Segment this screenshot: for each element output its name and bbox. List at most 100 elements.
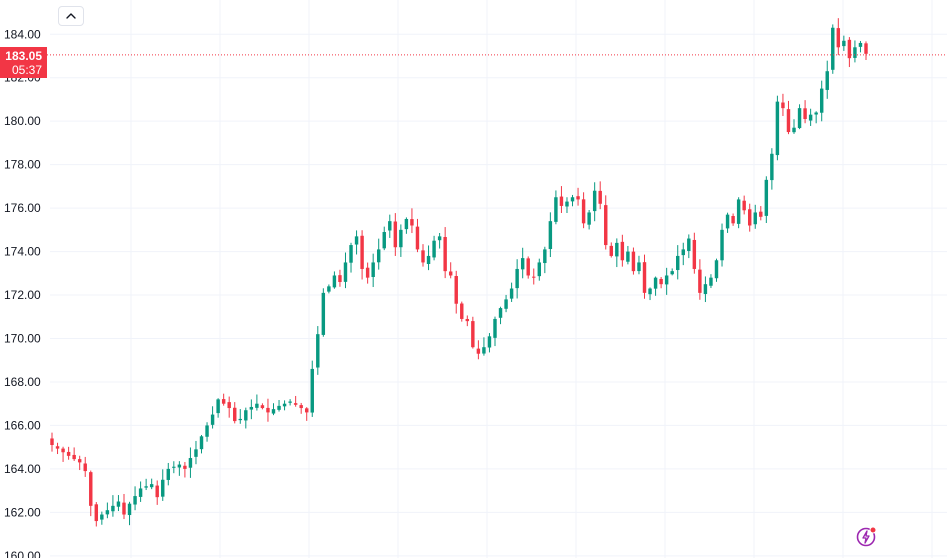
candle-body bbox=[526, 258, 530, 276]
candle-body bbox=[305, 408, 309, 413]
candle-body bbox=[404, 218, 409, 230]
candle-body bbox=[532, 276, 536, 278]
candle-body bbox=[476, 348, 481, 354]
lightning-icon[interactable] bbox=[856, 525, 878, 547]
candle-body bbox=[670, 271, 674, 275]
candle-body bbox=[343, 262, 348, 282]
candle-body bbox=[50, 438, 54, 445]
candle-body bbox=[277, 405, 281, 410]
candle-body bbox=[509, 288, 514, 299]
candle-body bbox=[847, 39, 852, 59]
candle-body bbox=[493, 318, 497, 338]
candle-body bbox=[836, 28, 841, 48]
candle-body bbox=[864, 43, 868, 54]
candle-body bbox=[615, 242, 619, 257]
candle-body bbox=[460, 303, 464, 319]
candle-body bbox=[731, 215, 735, 224]
candle-body bbox=[61, 448, 65, 453]
candle-body bbox=[687, 238, 691, 251]
candle-body bbox=[144, 486, 148, 488]
candle-body bbox=[138, 488, 143, 497]
candle-body bbox=[183, 465, 187, 469]
y-tick-label: 174.00 bbox=[4, 245, 41, 259]
bar-countdown: 05:37 bbox=[11, 63, 42, 77]
candle-body bbox=[504, 299, 508, 309]
candle-body bbox=[692, 239, 697, 269]
candle-body bbox=[797, 108, 802, 129]
candle-body bbox=[149, 484, 154, 488]
candle-body bbox=[94, 504, 99, 522]
candle-body bbox=[388, 221, 392, 231]
candle-body bbox=[426, 255, 431, 265]
candle-body bbox=[604, 205, 608, 246]
last-price-value: 183.05 bbox=[5, 49, 42, 63]
y-axis-labels: 160.00 162.00 164.00 166.00 168.00 170.00 172.… bbox=[4, 27, 41, 558]
candle-body bbox=[482, 347, 486, 354]
y-tick-label: 172.00 bbox=[4, 288, 41, 302]
candle-body bbox=[155, 485, 159, 498]
candle-body bbox=[271, 409, 276, 414]
collapse-button[interactable] bbox=[58, 6, 84, 26]
candle-body bbox=[393, 221, 398, 248]
candle-body bbox=[703, 284, 708, 295]
candle-body bbox=[565, 201, 569, 207]
candle-body bbox=[216, 399, 220, 414]
candle-body bbox=[698, 269, 702, 293]
candle-body bbox=[747, 209, 752, 226]
candle-body bbox=[310, 368, 314, 413]
y-tick-label: 164.00 bbox=[4, 462, 41, 476]
candle-body bbox=[338, 275, 342, 283]
candle-body bbox=[410, 219, 414, 226]
candle-body bbox=[244, 410, 248, 421]
candle-body bbox=[709, 277, 713, 286]
candle-body bbox=[559, 196, 564, 206]
y-tick-label: 180.00 bbox=[4, 114, 41, 128]
candle-body bbox=[825, 71, 829, 90]
candle-body bbox=[210, 414, 215, 425]
candle-body bbox=[177, 464, 182, 468]
candle-body bbox=[664, 275, 669, 285]
candle-body bbox=[554, 197, 558, 222]
candle-body bbox=[316, 334, 320, 368]
candle-body bbox=[853, 47, 857, 58]
candle-body bbox=[548, 221, 553, 250]
candle-body bbox=[598, 190, 602, 204]
candle-body bbox=[321, 292, 326, 335]
candle-body bbox=[382, 232, 386, 249]
candle-body bbox=[122, 502, 126, 515]
candle-body bbox=[725, 214, 730, 229]
candle-body bbox=[194, 449, 198, 457]
candle-body bbox=[133, 496, 137, 505]
candle-body bbox=[803, 108, 807, 120]
candle-body bbox=[626, 251, 630, 262]
candle-body bbox=[819, 88, 824, 113]
candle-body bbox=[620, 241, 625, 261]
candle-body bbox=[653, 277, 658, 289]
candle-body bbox=[537, 262, 542, 277]
candle-body bbox=[786, 109, 791, 133]
candle-body bbox=[432, 240, 436, 258]
candle-body bbox=[659, 278, 663, 285]
candle-body bbox=[77, 459, 82, 463]
candle-body bbox=[399, 229, 403, 248]
candle-body bbox=[421, 250, 425, 263]
candle-body bbox=[83, 463, 87, 472]
candle-body bbox=[631, 251, 636, 272]
candle-body bbox=[443, 237, 447, 272]
candle-body bbox=[66, 451, 71, 456]
candle-body bbox=[858, 42, 863, 47]
candle-body bbox=[288, 401, 292, 403]
candle-body bbox=[89, 472, 93, 506]
candle-body bbox=[609, 245, 613, 256]
candle-body bbox=[105, 510, 110, 515]
candle-body bbox=[592, 190, 597, 212]
candle-body bbox=[753, 212, 757, 225]
candle-body bbox=[227, 402, 231, 409]
candle-body bbox=[520, 258, 525, 270]
candle-body bbox=[365, 267, 370, 278]
candle-body bbox=[781, 102, 785, 109]
candle-body bbox=[471, 321, 475, 348]
candle-body bbox=[642, 262, 647, 293]
